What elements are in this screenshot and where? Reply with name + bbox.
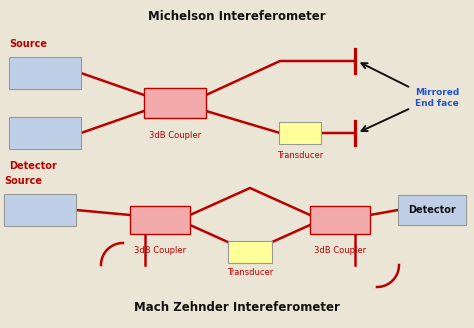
- Text: Detector: Detector: [9, 161, 57, 171]
- Bar: [4, 194, 76, 226]
- Text: Source: Source: [9, 39, 47, 49]
- Bar: [398, 195, 466, 225]
- Bar: [279, 122, 321, 144]
- Text: 3dB Coupler: 3dB Coupler: [314, 246, 366, 255]
- Bar: [9, 117, 81, 149]
- Bar: [130, 206, 190, 234]
- Text: Source: Source: [4, 176, 42, 186]
- Bar: [310, 206, 370, 234]
- Text: Michelson Intereferometer: Michelson Intereferometer: [148, 10, 326, 23]
- Bar: [228, 241, 272, 263]
- Text: Transducer: Transducer: [227, 268, 273, 277]
- Bar: [144, 88, 206, 118]
- Text: Mach Zehnder Intereferometer: Mach Zehnder Intereferometer: [134, 301, 340, 314]
- Text: Detector: Detector: [408, 205, 456, 215]
- Text: Mirrored
End face: Mirrored End face: [415, 88, 459, 108]
- Text: 3dB Coupler: 3dB Coupler: [149, 131, 201, 140]
- Text: 3dB Coupler: 3dB Coupler: [134, 246, 186, 255]
- Bar: [9, 57, 81, 89]
- Text: Transducer: Transducer: [277, 151, 323, 160]
